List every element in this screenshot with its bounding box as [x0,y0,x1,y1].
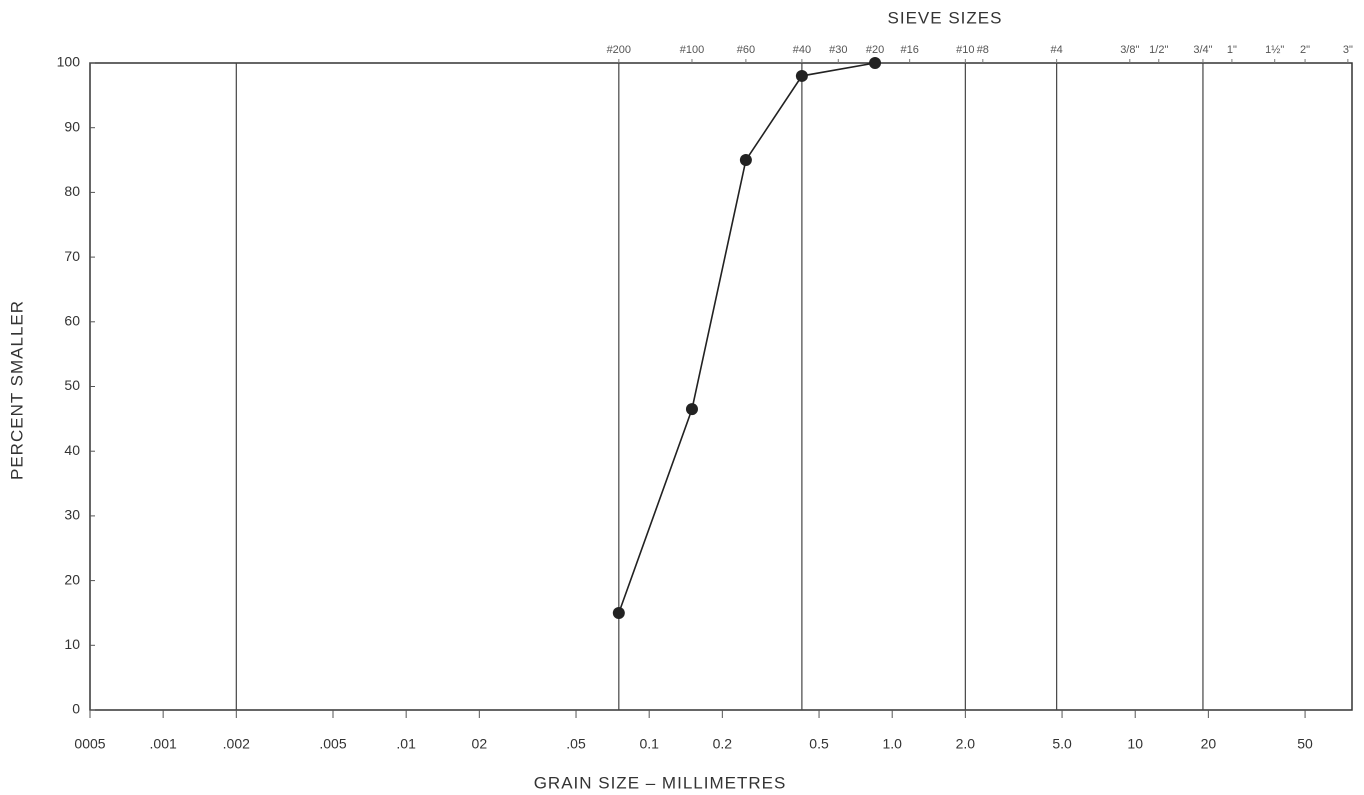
y-tick-label: 30 [64,507,80,523]
sieve-label: #30 [829,44,847,56]
x-tick-label: 5.0 [1052,736,1072,752]
sieve-label: 3/8" [1120,44,1139,56]
x-axis-label: GRAIN SIZE – MILLIMETRES [534,773,787,792]
y-tick-label: 0 [72,701,80,717]
y-tick-label: 10 [64,636,80,652]
y-tick-label: 70 [64,248,80,264]
x-tick-label: 0.1 [639,736,659,752]
data-point [739,154,752,167]
x-tick-label: 1.0 [882,736,902,752]
sieve-label: 1" [1227,44,1237,56]
x-tick-label: .01 [396,736,416,752]
x-tick-label: 0005 [74,736,105,752]
sieve-label: #40 [793,44,811,56]
x-tick-label: 50 [1297,736,1313,752]
y-tick-label: 60 [64,313,80,329]
y-tick-label: 100 [57,54,81,70]
x-tick-label: 0.2 [713,736,733,752]
data-point [685,403,698,416]
sieve-label: #10 [956,44,974,56]
plot-frame [89,62,1353,711]
x-tick-label: .05 [566,736,586,752]
x-tick-label: .002 [223,736,250,752]
x-tick-label: .005 [319,736,346,752]
x-tick-label: 02 [472,736,488,752]
y-tick-label: 50 [64,377,80,393]
sieve-label: #4 [1051,44,1063,56]
y-tick-label: 20 [64,571,80,587]
sieve-label: #16 [900,44,918,56]
sieve-label: #100 [680,44,704,56]
data-point [795,69,808,82]
data-line [618,62,876,614]
sieve-label: 2" [1300,44,1310,56]
x-tick-label: .001 [150,736,177,752]
x-tick-label: 2.0 [956,736,976,752]
y-axis-label: PERCENT SMALLER [7,300,26,480]
sieve-label: 3/4" [1193,44,1212,56]
chart-title: SIEVE SIZES [888,8,1003,27]
x-tick-label: 20 [1201,736,1217,752]
sieve-label: #60 [737,44,755,56]
sieve-label: 1½" [1265,44,1284,56]
sieve-label: 3" [1343,44,1353,56]
data-point [612,606,625,619]
data-point [869,57,882,69]
y-tick-label: 40 [64,442,80,458]
sieve-label: 1/2" [1149,44,1168,56]
y-tick-label: 90 [64,118,80,134]
sieve-label: #8 [977,44,989,56]
sieve-label: #200 [607,44,631,56]
x-tick-label: 0.5 [809,736,829,752]
y-tick-label: 80 [64,183,80,199]
x-tick-label: 10 [1127,736,1143,752]
sieve-label: #20 [866,44,884,56]
